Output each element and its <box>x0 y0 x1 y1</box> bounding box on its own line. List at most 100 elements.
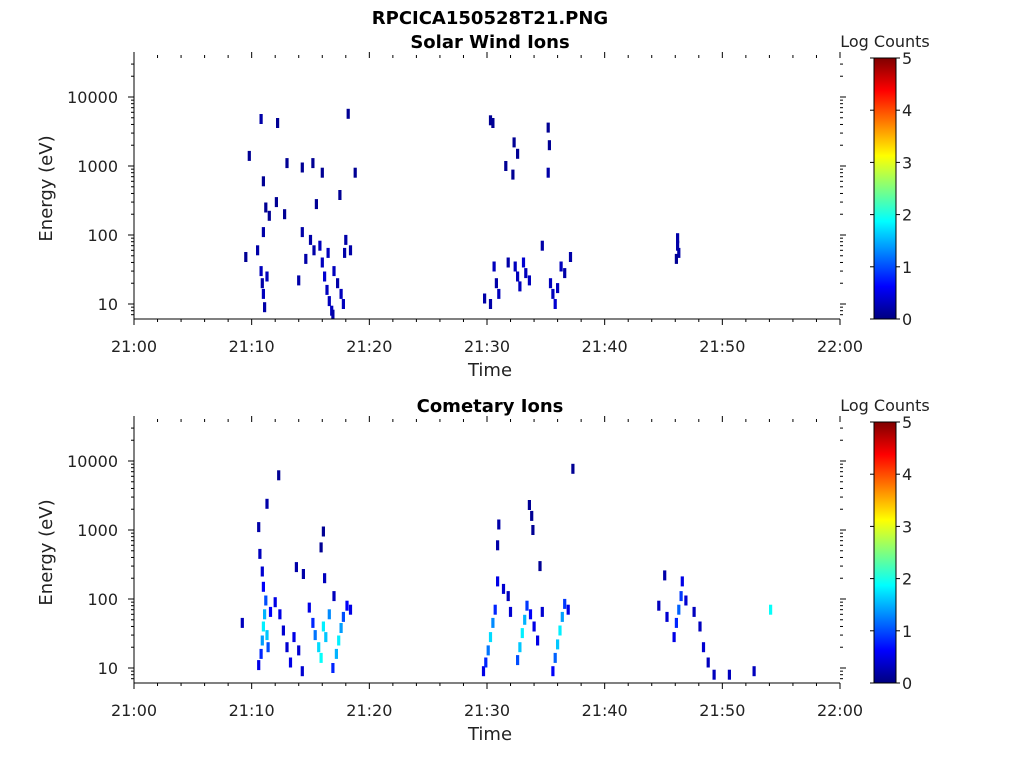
panel1-x-tick-label-4: 21:40 <box>582 701 628 720</box>
panel0-colorbar-label: Log Counts <box>840 32 930 51</box>
panel1-colorbar-scale <box>873 421 897 684</box>
panel0-cell-27 <box>326 247 330 258</box>
panel1-colorbar-tick-label-5: 5 <box>902 413 912 432</box>
panel1-cell-58 <box>520 628 524 639</box>
panel0-cell-5 <box>263 302 267 313</box>
panel1-cell-92 <box>727 669 731 680</box>
panel1-cell-12 <box>277 470 281 481</box>
panel0-cell-34 <box>348 245 353 256</box>
panel0-cell-21 <box>318 240 322 251</box>
panel1-cell-23 <box>300 666 304 677</box>
panel0-cell-74 <box>676 240 680 251</box>
panel1-y-tick-label-3: 10000 <box>67 452 118 471</box>
panel1-cell-29 <box>321 621 325 632</box>
panel0-y-tick-label-2: 1000 <box>77 157 118 176</box>
panel0-cell-15 <box>267 210 271 221</box>
panel0-x-tick-label-6: 22:00 <box>817 337 863 356</box>
panel0-colorbar-tick-label-1: 1 <box>902 258 912 277</box>
panel0-cell-42 <box>297 275 301 286</box>
panel1-colorbar: Log Counts 0 1 2 3 4 5 <box>840 396 930 693</box>
panel0-x-label: Time <box>467 360 512 381</box>
panel0-cell-44 <box>483 293 487 304</box>
panel1-cell-4 <box>261 621 265 632</box>
panel1-cell-32 <box>331 663 335 673</box>
panel0-cell-46 <box>492 261 496 272</box>
panel0-cell-20 <box>312 245 316 256</box>
panel0-cell-75 <box>677 247 681 258</box>
panel1-cell-15 <box>268 606 273 617</box>
panel1-cell-41 <box>294 562 298 573</box>
panel1-x-label: Time <box>467 724 512 745</box>
panel1-cell-84 <box>679 591 683 602</box>
panel1-cell-50 <box>493 604 497 615</box>
panel1-cell-38 <box>348 604 353 615</box>
panel1-cell-43 <box>319 542 323 553</box>
panel0-cell-0 <box>244 252 248 262</box>
panel1-cell-22 <box>297 645 301 656</box>
panel0-cell-8 <box>264 202 268 213</box>
panel0-cell-10 <box>285 158 289 169</box>
panel1-cell-89 <box>701 642 706 653</box>
panel0-cell-49 <box>513 261 517 272</box>
panel0-cell-60 <box>563 268 567 279</box>
panel0-cell-63 <box>540 240 544 251</box>
panel1-cell-48 <box>488 632 493 643</box>
panel0-cells <box>244 108 681 319</box>
panel1-cell-57 <box>518 642 522 653</box>
panel1-cell-40 <box>323 573 327 584</box>
panel0-cell-12 <box>259 114 263 124</box>
panel0-cell-57 <box>553 299 557 309</box>
panel0-cell-3 <box>260 278 264 289</box>
panel0-cell-2 <box>259 266 263 277</box>
panel1-cell-45 <box>481 666 486 677</box>
panel1-cell-51 <box>496 576 500 587</box>
panel1-cell-66 <box>531 525 535 535</box>
panel1-cell-20 <box>288 657 293 668</box>
panel1-cell-72 <box>560 611 564 622</box>
panel1-cell-2 <box>259 648 263 659</box>
panel1-cell-78 <box>657 600 661 611</box>
panel1-cell-0 <box>240 617 244 628</box>
panel0-x-tick-label-5: 21:50 <box>699 337 745 356</box>
panel1-cell-83 <box>677 604 681 615</box>
panel0-cell-67 <box>516 148 520 159</box>
panel1-cell-13 <box>265 630 269 641</box>
panel1-cell-25 <box>311 617 315 628</box>
panel0-cell-48 <box>497 288 501 299</box>
panel0-cell-72 <box>511 169 515 180</box>
panel0-cell-16 <box>283 209 287 220</box>
panel1-colorbar-tick-label-0: 0 <box>902 674 912 693</box>
panel0-x-tick-label-2: 21:20 <box>346 337 392 356</box>
panel0-y-tick-label-0: 10 <box>98 295 118 314</box>
panel1-cell-73 <box>563 598 567 609</box>
panel0-cell-4 <box>261 288 265 299</box>
panel1-cell-86 <box>684 595 688 606</box>
panel1-cell-3 <box>260 635 264 646</box>
panel1-cell-82 <box>674 617 678 628</box>
panel0-cell-50 <box>516 271 520 282</box>
panel1-cell-42 <box>301 569 305 579</box>
panel0-cell-64 <box>488 115 493 126</box>
panel1-cell-44 <box>321 526 325 537</box>
panel0-x-tick-label-0: 21:00 <box>111 337 157 356</box>
panel0-cell-47 <box>494 278 498 289</box>
panel1-y-tick-label-2: 1000 <box>77 521 118 540</box>
panel1-cell-7 <box>261 581 265 592</box>
panel0-cell-39 <box>338 190 342 200</box>
panel0-cell-58 <box>556 283 560 294</box>
panel0-cell-6 <box>265 271 269 282</box>
panel0-cell-62 <box>506 257 510 268</box>
panel0-cell-56 <box>551 288 555 299</box>
panel1-cell-69 <box>553 652 557 663</box>
panel1-cell-80 <box>665 611 669 622</box>
panel1-cell-35 <box>339 623 343 633</box>
panel1-colorbar-tick-label-3: 3 <box>902 517 912 536</box>
panel0-cell-52 <box>521 257 526 268</box>
panel1-cell-61 <box>528 609 533 620</box>
panel1-cell-26 <box>313 630 317 641</box>
panel1-cell-31 <box>327 609 331 620</box>
panel1-cell-67 <box>538 561 542 572</box>
panel1-cell-87 <box>692 606 696 617</box>
panel0-cell-61 <box>568 252 573 262</box>
panel0-y-tick-label-3: 10000 <box>67 88 118 107</box>
